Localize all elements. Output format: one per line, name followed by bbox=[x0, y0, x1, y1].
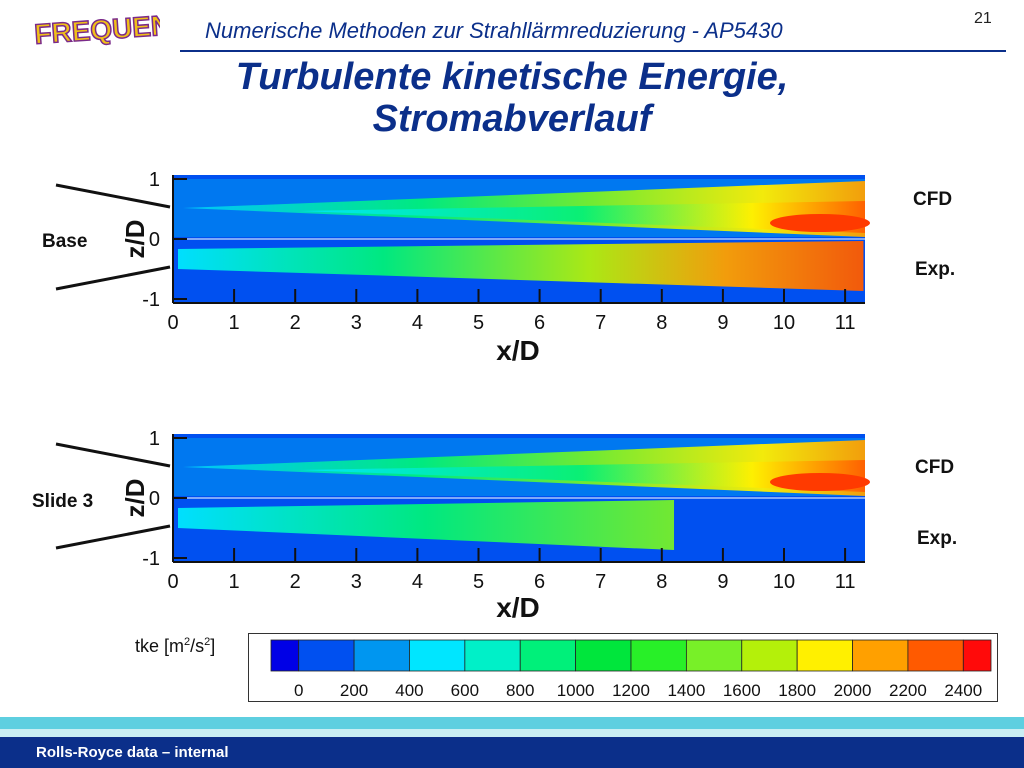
x-tick-label: 7 bbox=[595, 312, 606, 334]
contour-plot-2: 10-10 1 2 3 4 5 6 7 8 9 10 11x/Dz/D bbox=[55, 428, 870, 623]
header-rule bbox=[180, 50, 1006, 52]
x-tick-label: 8 bbox=[656, 571, 667, 593]
colorbar-swatch bbox=[575, 639, 632, 672]
footer-band-pale bbox=[0, 729, 1024, 737]
x-tick-label: 2 bbox=[290, 571, 301, 593]
colorbar-tick-label: 600 bbox=[451, 681, 479, 700]
x-axis-label: x/D bbox=[496, 592, 540, 623]
plot-label-base: Base bbox=[42, 231, 88, 252]
cfd-core-region bbox=[300, 460, 865, 492]
colorbar-swatch bbox=[464, 639, 521, 672]
page-number: 21 bbox=[974, 10, 992, 27]
colorbar-swatch bbox=[962, 639, 992, 672]
x-tick-label: 9 bbox=[717, 312, 728, 334]
frequenz-logo: FREQUENZ bbox=[33, 7, 160, 48]
header-subtitle: Numerische Methoden zur Strahllärmreduzi… bbox=[205, 18, 783, 43]
x-tick-label: 3 bbox=[351, 571, 362, 593]
x-tick-label: 5 bbox=[473, 571, 484, 593]
colorbar-tick-label: 1800 bbox=[778, 681, 816, 700]
slide-title: Turbulente kinetische Energie, Stromabve… bbox=[0, 56, 1024, 140]
colorbar-swatch bbox=[519, 639, 577, 672]
colorbar-swatch bbox=[270, 639, 300, 672]
x-tick-label: 10 bbox=[773, 312, 795, 334]
x-tick-label: 4 bbox=[412, 312, 423, 334]
colorbar-swatch bbox=[630, 639, 687, 672]
y-tick-label: -1 bbox=[142, 548, 160, 570]
colorbar-swatch bbox=[298, 639, 355, 672]
y-axis-label: z/D bbox=[120, 220, 150, 259]
cfd-peak-region bbox=[770, 473, 870, 491]
colorbar-tick-label: 2200 bbox=[889, 681, 927, 700]
x-tick-label: 6 bbox=[534, 312, 545, 334]
y-tick-label: 0 bbox=[149, 229, 160, 251]
colorbar-swatch bbox=[685, 639, 743, 672]
x-tick-label: 9 bbox=[717, 571, 728, 593]
nozzle-line-upper bbox=[55, 183, 171, 209]
colorbar-title: tke [m2/s2] bbox=[135, 636, 216, 656]
x-tick-label: 0 bbox=[167, 571, 178, 593]
nozzle-line-lower bbox=[55, 265, 171, 291]
colorbar-swatch bbox=[907, 639, 964, 672]
exp-lower-band bbox=[173, 293, 865, 301]
colorbar-tick-label: 1000 bbox=[557, 681, 595, 700]
colorbar-tick-label: 1200 bbox=[612, 681, 650, 700]
x-axis-label: x/D bbox=[496, 335, 540, 366]
x-tick-label: 3 bbox=[351, 312, 362, 334]
exp-measurement-region bbox=[178, 500, 675, 550]
colorbar-tick-label: 400 bbox=[395, 681, 423, 700]
colorbar-swatch bbox=[741, 639, 798, 672]
colorbar-tick-label: 2000 bbox=[834, 681, 872, 700]
y-tick-label: 1 bbox=[149, 169, 160, 191]
cfd-core-region bbox=[300, 201, 865, 233]
colorbar-swatch bbox=[852, 639, 909, 672]
x-tick-label: 7 bbox=[595, 571, 606, 593]
plot-label-slide3: Slide 3 bbox=[32, 491, 94, 512]
colorbar-tick-label: 0 bbox=[294, 681, 303, 700]
colorbar-tick-label: 1400 bbox=[667, 681, 705, 700]
nozzle-line-lower bbox=[55, 524, 171, 550]
footer-band-light bbox=[0, 717, 1024, 729]
exp-measurement-region bbox=[178, 241, 864, 291]
y-tick-label: 1 bbox=[149, 428, 160, 450]
row-label-cfd-2: CFD bbox=[915, 457, 955, 478]
title-line-2: Stromabverlauf bbox=[372, 98, 652, 140]
y-tick-label: -1 bbox=[142, 289, 160, 311]
colorbar-tick-label: 1600 bbox=[723, 681, 761, 700]
row-label-exp-1: Exp. bbox=[915, 259, 956, 280]
colorbar-swatch bbox=[796, 639, 853, 672]
footer-bar bbox=[0, 737, 1024, 768]
title-line-1: Turbulente kinetische Energie, bbox=[235, 56, 789, 98]
x-tick-label: 2 bbox=[290, 312, 301, 334]
row-label-exp-2: Exp. bbox=[917, 528, 958, 549]
x-tick-label: 1 bbox=[229, 312, 240, 334]
x-tick-label: 10 bbox=[773, 571, 795, 593]
x-tick-label: 1 bbox=[229, 571, 240, 593]
x-tick-label: 4 bbox=[412, 571, 423, 593]
row-label-cfd-1: CFD bbox=[913, 189, 953, 210]
x-tick-label: 11 bbox=[835, 312, 856, 334]
colorbar-legend: 0 200 400 600 800 1000 1200 1400 1600 1800 2000 220… bbox=[248, 633, 998, 702]
colorbar-swatch bbox=[409, 639, 466, 672]
x-tick-label: 6 bbox=[534, 571, 545, 593]
x-tick-label: 8 bbox=[656, 312, 667, 334]
colorbar-swatch bbox=[353, 639, 410, 672]
x-tick-label: 5 bbox=[473, 312, 484, 334]
x-tick-label: 11 bbox=[835, 571, 856, 593]
footer-text: Rolls-Royce data – internal bbox=[36, 744, 229, 761]
y-tick-label: 0 bbox=[149, 488, 160, 510]
colorbar-tick-label: 800 bbox=[506, 681, 534, 700]
x-tick-label: 0 bbox=[167, 312, 178, 334]
cfd-peak-region bbox=[770, 214, 870, 232]
colorbar-tick-label: 2400 bbox=[944, 681, 982, 700]
nozzle-line-upper bbox=[55, 442, 171, 468]
y-axis-label: z/D bbox=[120, 479, 150, 518]
exp-lower-band bbox=[173, 552, 865, 560]
colorbar-tick-label: 200 bbox=[340, 681, 368, 700]
contour-plot-1: 10-10 1 2 3 4 5 6 7 8 9 10 11x/Dz/D bbox=[55, 169, 870, 366]
